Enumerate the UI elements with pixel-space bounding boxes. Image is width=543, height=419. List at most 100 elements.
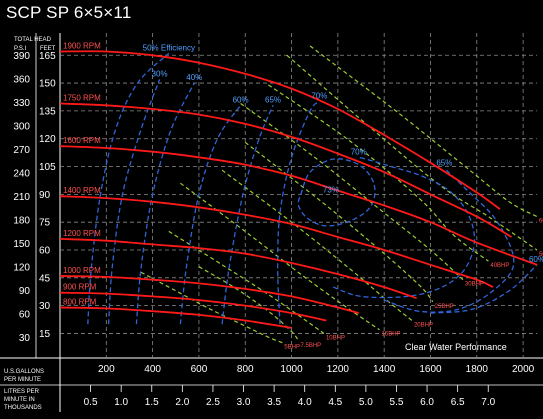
bhp-line xyxy=(198,266,299,342)
rpm-label: 1600 RPM xyxy=(63,136,101,145)
feet-tick-label: 105 xyxy=(39,162,56,173)
gpm-tick-label: 2000 xyxy=(512,364,535,375)
psi-tick-label: 210 xyxy=(13,192,30,203)
rpm-label: 1000 RPM xyxy=(63,266,101,275)
litres-tick-label: 5.0 xyxy=(359,397,373,408)
litres-tick-label: 3.0 xyxy=(237,397,251,408)
gpm-tick-label: 1200 xyxy=(327,364,350,375)
psi-tick-label: 330 xyxy=(13,98,30,109)
y-axis-psi: 30 60 90 120 150 180 210 240 270 300 330 360 390 xyxy=(13,51,30,344)
efficiency-curves xyxy=(87,52,538,325)
head-curve xyxy=(59,102,512,238)
psi-tick-label: 60 xyxy=(19,310,31,321)
header-feet: FEET xyxy=(40,46,56,52)
feet-tick-label: 45 xyxy=(39,273,51,284)
litres-tick-label: 0.5 xyxy=(84,397,98,408)
efficiency-curve xyxy=(277,101,320,325)
bhp-line xyxy=(168,230,325,334)
psi-tick-label: 360 xyxy=(13,74,30,85)
bhp-line xyxy=(240,103,464,281)
litres-axis-label: MINUTE IN xyxy=(4,397,35,403)
efficiency-label: 65% xyxy=(436,158,452,167)
bhp-label: 20BHP xyxy=(414,322,433,328)
rpm-label: 1200 RPM xyxy=(63,229,101,238)
feet-tick-label: 30 xyxy=(39,301,51,312)
feet-tick-label: 120 xyxy=(39,134,56,145)
litres-tick-label: 4.5 xyxy=(328,397,342,408)
bhp-label: 50BHP xyxy=(539,252,543,258)
bhp-label: 25BHP xyxy=(435,304,454,310)
head-curve xyxy=(59,238,417,300)
psi-tick-label: 270 xyxy=(13,145,30,156)
feet-tick-label: 90 xyxy=(39,190,51,201)
efficiency-label: 70% xyxy=(311,92,327,101)
litres-tick-label: 2.5 xyxy=(206,397,220,408)
axis-headers: TOTAL HEAD P.S.I FEET U.S.GALLONS PER MINUTE… xyxy=(4,37,56,411)
gpm-axis-label: U.S.GALLONS xyxy=(4,369,44,375)
gpm-tick-label: 1800 xyxy=(466,364,489,375)
bhp-line xyxy=(180,182,380,331)
efficiency-label: 73% xyxy=(323,186,339,195)
gpm-axis-label: PER MINUTE xyxy=(4,377,41,383)
gpm-tick-label: 600 xyxy=(191,364,208,375)
rpm-label: 900 RPM xyxy=(63,283,97,292)
litres-tick-label: 6.0 xyxy=(420,397,434,408)
head-curves xyxy=(59,50,538,329)
bhp-line xyxy=(309,45,538,218)
feet-tick-label: 150 xyxy=(39,79,56,90)
psi-tick-label: 180 xyxy=(13,216,30,227)
rpm-label: 1400 RPM xyxy=(63,186,101,195)
efficiency-curve xyxy=(384,167,515,313)
efficiency-label: 65% xyxy=(265,95,281,104)
gpm-tick-label: 400 xyxy=(144,364,161,375)
efficiency-curve xyxy=(297,158,376,227)
bhp-label: 7.5BHP xyxy=(301,343,322,349)
litres-axis-label: THOUSANDS xyxy=(4,405,42,411)
y-axis-feet: 15 30 45 60 75 90 105 120 135 150 165 xyxy=(39,51,56,340)
x-axis-litres: 0.5 1.0 1.5 2.0 2.5 3.0 3.5 4.0 4.5 5.0 5.5 6.0 6.5 7… xyxy=(84,385,496,408)
psi-tick-label: 120 xyxy=(13,263,30,274)
efficiency-curve xyxy=(221,105,274,325)
bhp-label: 30BHP xyxy=(465,282,484,288)
efficiency-curve xyxy=(179,104,242,325)
litres-tick-label: 3.5 xyxy=(267,397,281,408)
psi-tick-label: 90 xyxy=(19,286,31,297)
gpm-tick-label: 1000 xyxy=(280,364,303,375)
bhp-line xyxy=(268,84,489,262)
litres-tick-label: 2.0 xyxy=(175,397,189,408)
litres-tick-label: 6.5 xyxy=(451,397,465,408)
gpm-tick-label: 1600 xyxy=(419,364,442,375)
rpm-label: 1750 RPM xyxy=(63,93,101,102)
chart-title: SCP SP 6×5×11 xyxy=(6,3,132,22)
head-curve xyxy=(59,306,292,329)
curve-labels: 5BHP 7.5BHP 10BHP 15BHP 20BHP 25BHP 30BHP 40BHP… xyxy=(63,42,543,352)
litres-axis-label: LITRES PER xyxy=(4,389,40,395)
gpm-tick-label: 800 xyxy=(237,364,254,375)
efficiency-label: 40% xyxy=(186,73,202,82)
feet-tick-label: 15 xyxy=(39,329,51,340)
header-total-head: TOTAL HEAD xyxy=(14,37,52,43)
bhp-line xyxy=(286,54,538,251)
litres-tick-label: 7.0 xyxy=(481,397,495,408)
gpm-tick-label: 200 xyxy=(98,364,115,375)
efficiency-label: 50% Efficiency xyxy=(143,43,195,52)
litres-tick-label: 4.0 xyxy=(298,397,312,408)
litres-tick-label: 1.0 xyxy=(114,397,128,408)
efficiency-label: 60% xyxy=(529,255,543,264)
bhp-label: 60BHP xyxy=(539,219,543,225)
feet-tick-label: 60 xyxy=(39,245,51,256)
psi-tick-label: 30 xyxy=(19,333,31,344)
head-curve xyxy=(59,145,538,266)
efficiency-curve xyxy=(87,52,170,325)
head-curve xyxy=(59,275,359,314)
feet-tick-label: 165 xyxy=(39,51,56,62)
header-psi: P.S.I xyxy=(14,46,27,52)
litres-tick-label: 1.5 xyxy=(145,397,159,408)
x-axis-gpm: 200 400 600 800 1000 1200 1400 1600 1800 2000 xyxy=(98,364,535,375)
efficiency-curve xyxy=(430,264,538,314)
psi-tick-label: 300 xyxy=(13,121,30,132)
head-curve xyxy=(59,195,494,288)
feet-tick-label: 135 xyxy=(39,106,56,117)
bhp-label: 10BHP xyxy=(326,335,345,341)
